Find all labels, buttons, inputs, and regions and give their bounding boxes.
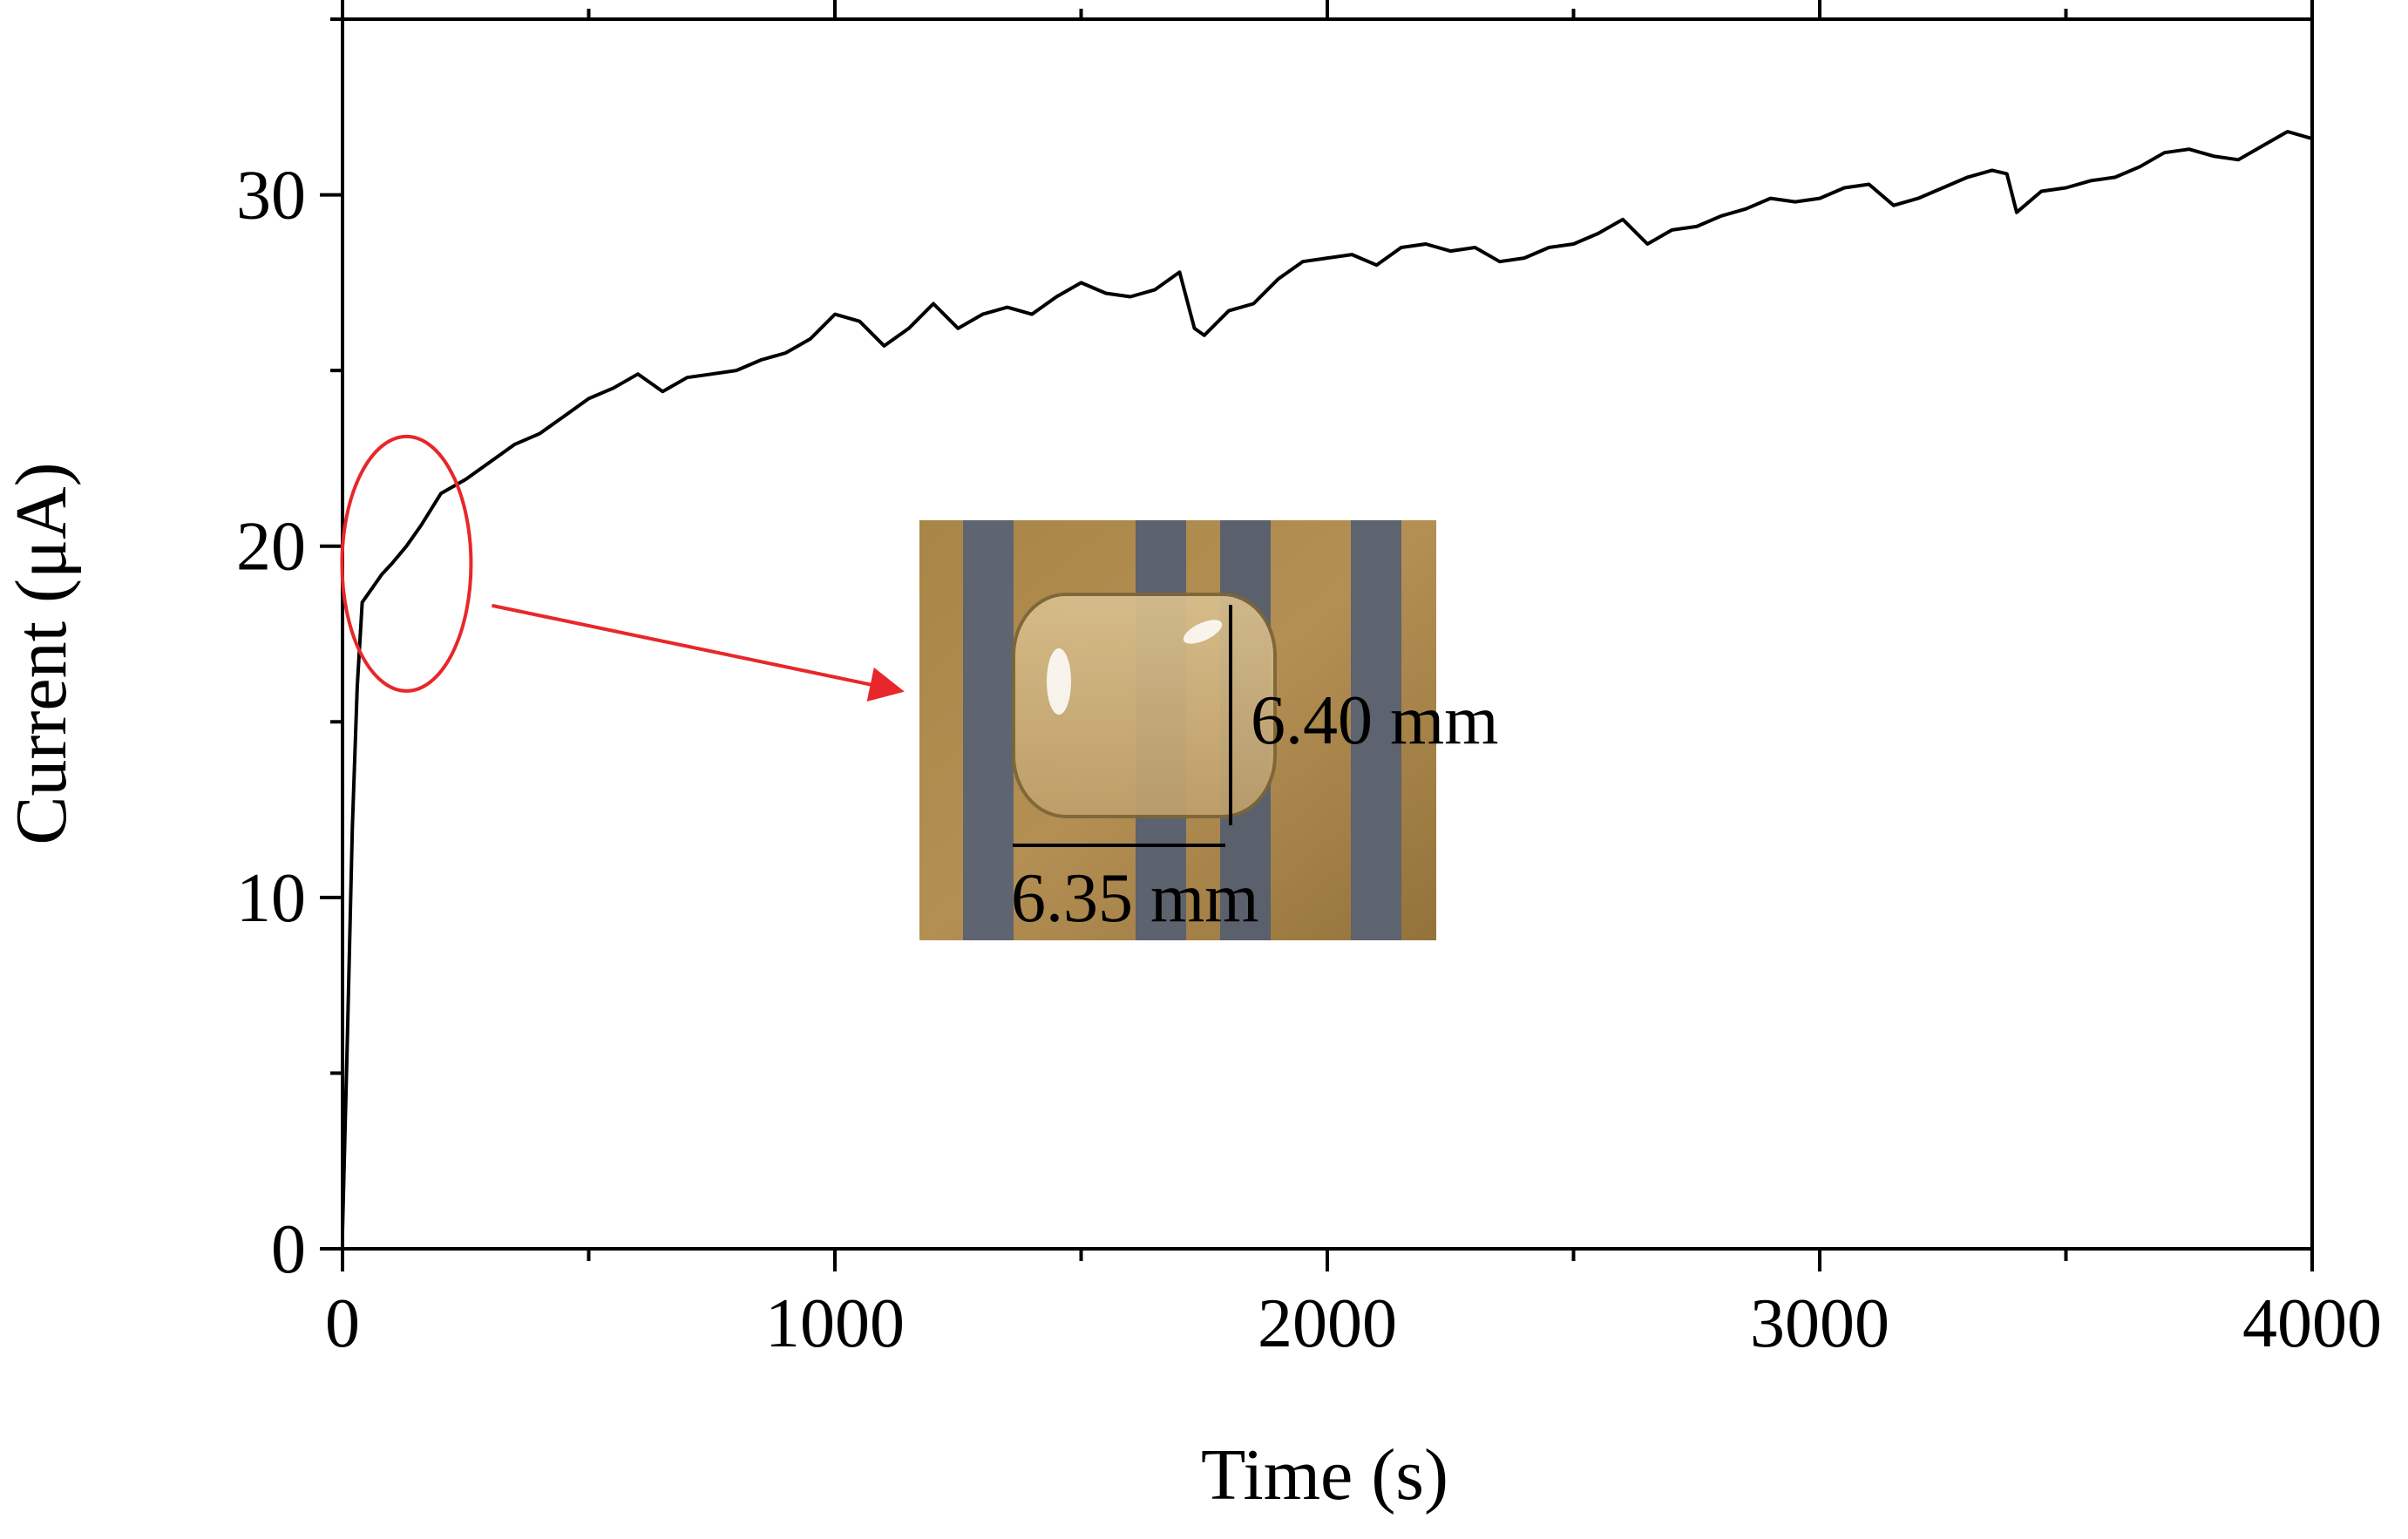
y-tick-label: 30 <box>236 158 306 234</box>
y-tick-label: 10 <box>236 860 306 937</box>
width-label: 6.35 mm <box>1011 860 1258 937</box>
y-tick-label: 20 <box>236 509 306 586</box>
electrode-stripe <box>1351 520 1401 940</box>
x-tick-label: 3000 <box>1750 1285 1889 1362</box>
highlight-ellipse <box>340 434 473 693</box>
current-series-line <box>341 130 2313 1231</box>
x-axis: 0 1000 2000 3000 4000 <box>325 0 2382 1362</box>
droplet-glare <box>1047 648 1071 715</box>
droplet <box>1012 593 1277 818</box>
x-tick-label: 0 <box>325 1285 360 1362</box>
x-tick-label: 1000 <box>765 1285 905 1362</box>
y-axis-title: Current (μA) <box>1 462 82 844</box>
x-tick-label: 4000 <box>2242 1285 2382 1362</box>
highlight-arrow <box>492 603 905 702</box>
droplet-glare <box>1183 620 1223 644</box>
y-axis: 0 10 20 30 <box>236 17 343 1288</box>
y-tick-label: 0 <box>271 1211 306 1288</box>
x-axis-title: Time (s) <box>1201 1434 1448 1515</box>
x-tick-label: 2000 <box>1258 1285 1397 1362</box>
inset-photo: 6.40 mm 6.35 mm <box>919 520 1498 940</box>
height-label: 6.40 mm <box>1251 682 1498 759</box>
electrode-stripe <box>963 520 1014 940</box>
